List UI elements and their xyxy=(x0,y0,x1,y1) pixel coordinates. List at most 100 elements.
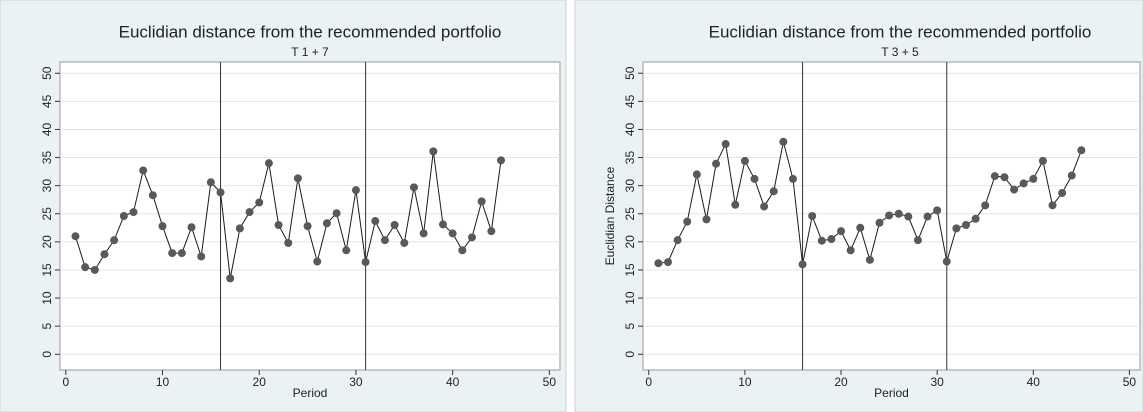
x-tick-label: 50 xyxy=(1123,375,1137,389)
data-point xyxy=(1000,173,1009,182)
data-point xyxy=(177,249,186,258)
x-tick-label: 20 xyxy=(253,375,267,389)
data-point xyxy=(197,252,206,261)
data-point xyxy=(827,235,836,244)
data-point xyxy=(933,206,942,215)
data-point xyxy=(673,236,682,245)
data-point xyxy=(923,212,932,221)
data-point xyxy=(187,223,196,232)
data-point xyxy=(148,191,157,200)
y-tick-label: 5 xyxy=(623,323,637,330)
data-point xyxy=(1048,201,1057,210)
plot-area xyxy=(59,61,561,371)
chart-subtitle: T 3 + 5 xyxy=(881,45,919,59)
y-tick-label: 25 xyxy=(40,207,54,221)
data-point xyxy=(332,209,341,218)
data-point xyxy=(788,174,797,183)
x-tick-label: 10 xyxy=(738,375,752,389)
data-point xyxy=(438,220,447,229)
data-point xyxy=(293,174,302,183)
chart-title: Euclidian distance from the recommended … xyxy=(119,22,502,41)
data-point xyxy=(856,223,865,232)
data-point xyxy=(245,208,254,217)
data-point xyxy=(702,215,711,224)
x-tick-label: 50 xyxy=(543,375,557,389)
x-tick-label: 0 xyxy=(645,375,652,389)
y-tick-label: 10 xyxy=(40,291,54,305)
data-point xyxy=(1038,156,1047,165)
data-point xyxy=(750,174,759,183)
data-point xyxy=(458,246,467,255)
x-tick-label: 40 xyxy=(1027,375,1041,389)
data-point xyxy=(400,238,409,247)
y-tick-label: 35 xyxy=(40,151,54,165)
data-point xyxy=(322,219,331,228)
data-point xyxy=(990,172,999,181)
data-point xyxy=(808,212,817,220)
data-point xyxy=(255,198,264,207)
data-point xyxy=(216,188,225,197)
data-point xyxy=(284,238,293,247)
data-point xyxy=(875,218,884,227)
data-point xyxy=(206,178,215,187)
data-point xyxy=(274,220,283,229)
data-point xyxy=(769,187,778,196)
y-tick-label: 5 xyxy=(40,323,54,330)
y-tick-label: 25 xyxy=(623,207,637,221)
data-point xyxy=(497,156,506,165)
data-point xyxy=(1019,179,1028,188)
x-tick-label: 40 xyxy=(446,375,460,389)
data-point xyxy=(264,159,273,168)
data-point xyxy=(971,214,980,223)
y-tick-label: 40 xyxy=(623,122,637,136)
data-point xyxy=(448,229,457,238)
data-point xyxy=(952,224,961,233)
data-point xyxy=(865,255,874,264)
data-point xyxy=(817,236,826,245)
data-point xyxy=(1067,171,1076,180)
y-tick-label: 15 xyxy=(40,263,54,277)
y-tick-label: 20 xyxy=(623,235,637,249)
y-tick-label: 50 xyxy=(623,66,637,80)
x-tick-label: 30 xyxy=(349,375,363,389)
y-tick-label: 45 xyxy=(623,94,637,108)
data-point xyxy=(409,183,418,192)
data-point xyxy=(477,197,486,206)
y-tick-label: 40 xyxy=(40,122,54,136)
data-point xyxy=(683,217,692,226)
data-point xyxy=(1058,188,1067,197)
data-point xyxy=(226,274,235,283)
data-point xyxy=(663,258,672,267)
data-point xyxy=(303,222,312,231)
y-tick-label: 45 xyxy=(40,94,54,108)
data-point xyxy=(429,147,438,156)
y-axis-label: Euclidian Distance xyxy=(603,166,617,265)
data-point xyxy=(894,209,903,218)
data-point xyxy=(313,257,322,266)
y-tick-label: 0 xyxy=(623,351,637,358)
y-tick-label: 10 xyxy=(623,291,637,305)
data-point xyxy=(119,212,128,220)
chart-subtitle: T 1 + 7 xyxy=(291,45,329,59)
data-point xyxy=(1010,185,1019,194)
y-tick-label: 30 xyxy=(40,179,54,193)
y-tick-label: 20 xyxy=(40,235,54,249)
data-point xyxy=(913,236,922,245)
data-point xyxy=(90,265,99,274)
data-point xyxy=(760,202,769,211)
data-point xyxy=(110,236,119,245)
data-point xyxy=(158,222,167,231)
data-point xyxy=(390,220,399,229)
y-tick-label: 0 xyxy=(40,351,54,358)
x-tick-label: 20 xyxy=(834,375,848,389)
data-point xyxy=(740,156,749,165)
y-tick-label: 30 xyxy=(623,179,637,193)
data-point xyxy=(419,229,428,238)
data-point xyxy=(721,140,730,149)
data-point xyxy=(692,170,701,179)
data-point xyxy=(1077,146,1086,155)
x-axis-label: Period xyxy=(293,386,328,400)
data-point xyxy=(798,260,807,269)
data-point xyxy=(81,263,90,272)
y-tick-label: 50 xyxy=(40,66,54,80)
